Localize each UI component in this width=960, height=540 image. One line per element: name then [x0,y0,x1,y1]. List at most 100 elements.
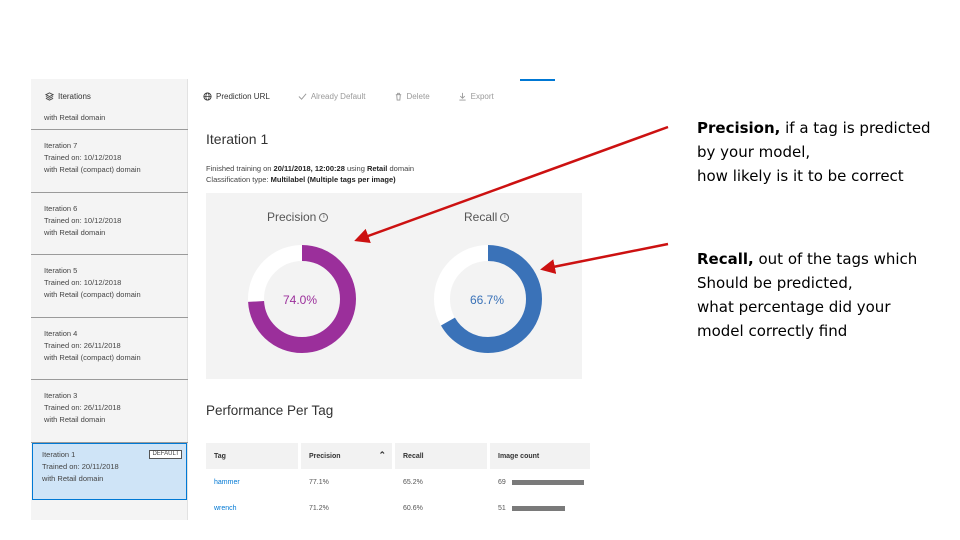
sidebar-title: Iterations [58,91,91,101]
iteration-item[interactable]: Iteration 7 Trained on: 10/12/2018 with … [31,130,188,193]
iterations-icon [45,91,54,101]
classification-value: Multilabel (Multiple tags per image) [270,175,396,184]
iteration-item[interactable]: Iteration 6 Trained on: 10/12/2018 with … [31,193,188,255]
iteration-trained-date: Trained on: 10/12/2018 [44,278,122,287]
already-default-button[interactable]: Already Default [298,92,366,101]
iteration-name: Iteration 7 [44,141,78,150]
iteration-item[interactable]: Iteration 5 Trained on: 10/12/2018 with … [31,255,188,318]
table-header-row: Tag Precision ⌃ Recall Image count [206,443,593,469]
image-count-value: 69 [498,478,506,486]
iteration-domain: with Retail domain [44,415,106,424]
tag-precision: 71.2% [309,504,329,512]
iteration-trained-date: Trained on: 26/11/2018 [44,340,121,350]
tag-precision: 77.1% [309,478,329,486]
image-count-bar [511,479,584,485]
tag-link[interactable]: wrench [214,504,237,512]
tag-image-count: 51 [490,505,590,512]
recall-line3: what percentage did your [697,298,891,316]
precision-explanation: Precision, if a tag is predicted by your… [697,116,931,188]
precision-label: Precision [267,210,317,224]
classification-line: Classification type: Multilabel (Multipl… [206,174,414,185]
precision-line1: if a tag is predicted [780,119,931,137]
iteration-domain: with Retail domain [42,473,104,483]
training-meta: Finished training on 20/11/2018, 12:00:2… [206,163,414,185]
recall-label: Recall [464,210,498,224]
export-button[interactable]: Export [458,92,494,101]
info-icon[interactable]: i [319,212,329,222]
tag-recall: 60.6% [403,504,423,512]
tag-link[interactable]: hammer [214,478,240,486]
iteration-name: Iteration 1 [42,449,76,459]
precision-term: Precision, [697,119,781,137]
prediction-url-label: Prediction URL [216,91,270,101]
finished-prefix: Finished training on [206,164,274,173]
column-header-tag[interactable]: Tag [206,443,298,469]
delete-label: Delete [406,91,430,101]
image-count-value: 51 [498,504,506,512]
iteration-trained-date: Trained on: 10/12/2018 [44,215,122,225]
finished-training-line: Finished training on 20/11/2018, 12:00:2… [206,163,414,174]
column-header-image-count[interactable]: Image count [490,443,590,469]
finished-suffix: domain [387,164,415,173]
globe-icon [203,91,212,101]
column-header-recall[interactable]: Recall [395,443,487,469]
info-icon[interactable]: i [500,212,510,222]
recall-donut [434,245,542,353]
recall-line1: out of the tags which [753,250,918,268]
iteration-name: Iteration 3 [44,391,78,400]
table-row: hammer 77.1% 65.2% 69 [206,469,593,495]
iteration-domain: with Retail domain [44,227,106,237]
export-label: Export [470,91,494,101]
classification-prefix: Classification type: [206,175,271,184]
prediction-url-button[interactable]: Prediction URL [203,92,270,101]
recall-donut-arc [434,245,542,353]
recall-value: 66.7% [470,293,505,307]
image-count-bar [511,505,565,511]
performance-title: Performance Per Tag [206,403,334,418]
recall-heading: Recall i [464,210,510,224]
finished-mid: using [344,164,367,173]
column-header-precision[interactable]: Precision ⌃ [301,443,392,469]
iteration-item[interactable]: Iteration 3 Trained on: 26/11/2018 with … [31,380,188,443]
trash-icon [395,92,401,101]
recall-line4: model correctly find [697,322,848,340]
recall-explanation: Recall, out of the tags which Should be … [697,247,917,343]
iteration-item[interactable]: Iteration 4 Trained on: 26/11/2018 with … [31,318,188,380]
precision-line3: how likely is it to be correct [697,167,904,185]
iteration-toolbar: Prediction URL Already Default Delete Ex… [188,79,593,113]
download-icon [458,92,466,101]
iteration-domain: with Retail (compact) domain [44,165,141,174]
sidebar-header: Iterations [31,79,187,113]
recall-arrow [540,242,669,275]
precision-heading: Precision i [267,210,329,224]
tag-recall: 65.2% [403,478,423,486]
precision-arrow [354,125,669,243]
iteration-details: Iteration 1 Finished training on 20/11/2… [188,113,593,520]
iteration-name: Iteration 4 [44,328,78,338]
tag-image-count: 69 [490,479,590,486]
iteration-item-selected[interactable]: DEFAULT Iteration 1 Trained on: 20/11/20… [32,442,187,500]
delete-button[interactable]: Delete [394,92,430,101]
recall-explanation-line1: Recall, out of the tags which [697,247,917,271]
iterations-sidebar: Iterations with Retail domain Iteration … [31,79,188,520]
iteration-domain: with Retail (compact) domain [44,352,141,362]
precision-donut-arc [248,245,356,353]
table-row: wrench 71.2% 60.6% 51 [206,495,593,520]
custom-vision-screenshot: Iterations with Retail domain Iteration … [31,79,593,520]
page-title: Iteration 1 [206,131,269,147]
iteration-list: with Retail domain Iteration 7 Trained o… [31,113,188,500]
column-header-precision-label: Precision [309,452,341,460]
recall-term: Recall, [697,250,754,268]
metrics-panel: Precision i Recall i 74.0% 66.7% [206,193,582,379]
iteration-trained-date: Trained on: 20/11/2018 [42,461,119,471]
iteration-trained-date: Trained on: 10/12/2018 [44,153,122,162]
iteration-trained-date: Trained on: 26/11/2018 [44,403,121,412]
finished-domain: Retail [366,164,388,173]
iteration-item-partial[interactable]: with Retail domain [31,113,188,130]
precision-line2: by your model, [697,143,811,161]
performance-table: Tag Precision ⌃ Recall Image count hamme… [206,443,593,520]
iteration-name: Iteration 6 [44,203,78,213]
iteration-name: Iteration 5 [44,266,78,275]
precision-donut [248,245,356,353]
